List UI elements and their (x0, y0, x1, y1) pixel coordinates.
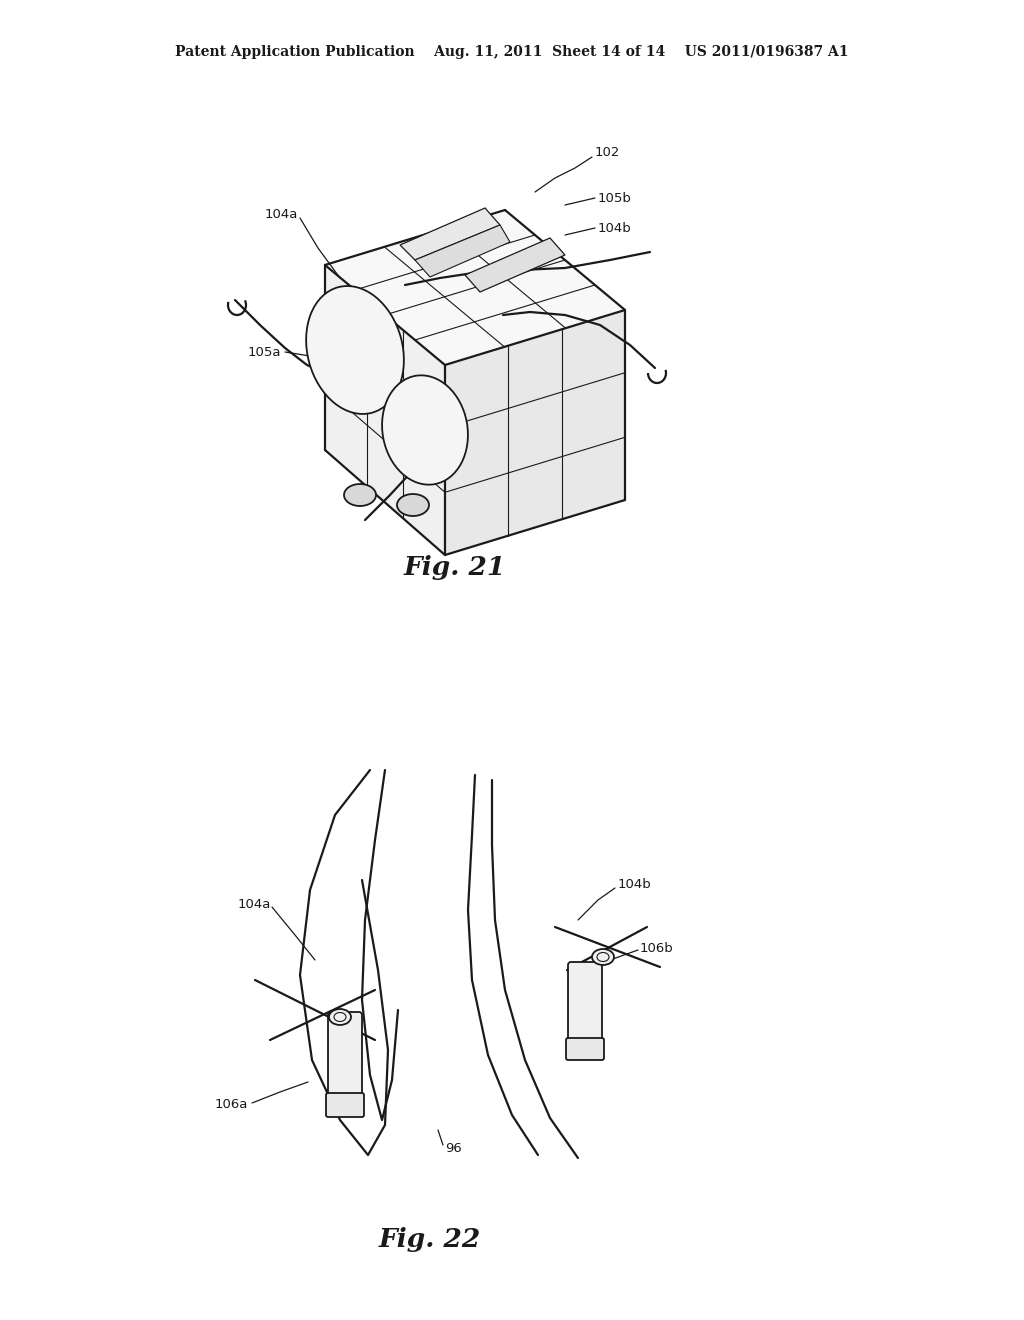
Polygon shape (325, 265, 445, 554)
Polygon shape (415, 224, 510, 277)
Ellipse shape (382, 375, 468, 484)
Polygon shape (465, 238, 565, 292)
Text: 102: 102 (595, 145, 621, 158)
Ellipse shape (397, 494, 429, 516)
FancyBboxPatch shape (328, 1012, 362, 1107)
Ellipse shape (592, 949, 614, 965)
Ellipse shape (344, 484, 376, 506)
Ellipse shape (306, 286, 403, 414)
Polygon shape (445, 310, 625, 554)
Text: 104b: 104b (618, 879, 651, 891)
Polygon shape (325, 210, 625, 366)
Text: 104b: 104b (598, 222, 632, 235)
Polygon shape (400, 209, 500, 260)
Text: 106b: 106b (640, 941, 674, 954)
Text: 106a: 106a (215, 1098, 249, 1111)
Ellipse shape (329, 1008, 351, 1026)
Text: 105a: 105a (248, 346, 282, 359)
Text: Patent Application Publication    Aug. 11, 2011  Sheet 14 of 14    US 2011/01963: Patent Application Publication Aug. 11, … (175, 45, 849, 59)
FancyBboxPatch shape (326, 1093, 364, 1117)
Text: Fig. 21: Fig. 21 (403, 556, 506, 581)
Text: 104a: 104a (238, 899, 271, 912)
FancyBboxPatch shape (566, 1038, 604, 1060)
Text: Fig. 22: Fig. 22 (379, 1228, 481, 1253)
FancyBboxPatch shape (568, 962, 602, 1053)
Text: 104a: 104a (265, 209, 298, 222)
Text: 96: 96 (445, 1142, 462, 1155)
Text: 105b: 105b (598, 191, 632, 205)
